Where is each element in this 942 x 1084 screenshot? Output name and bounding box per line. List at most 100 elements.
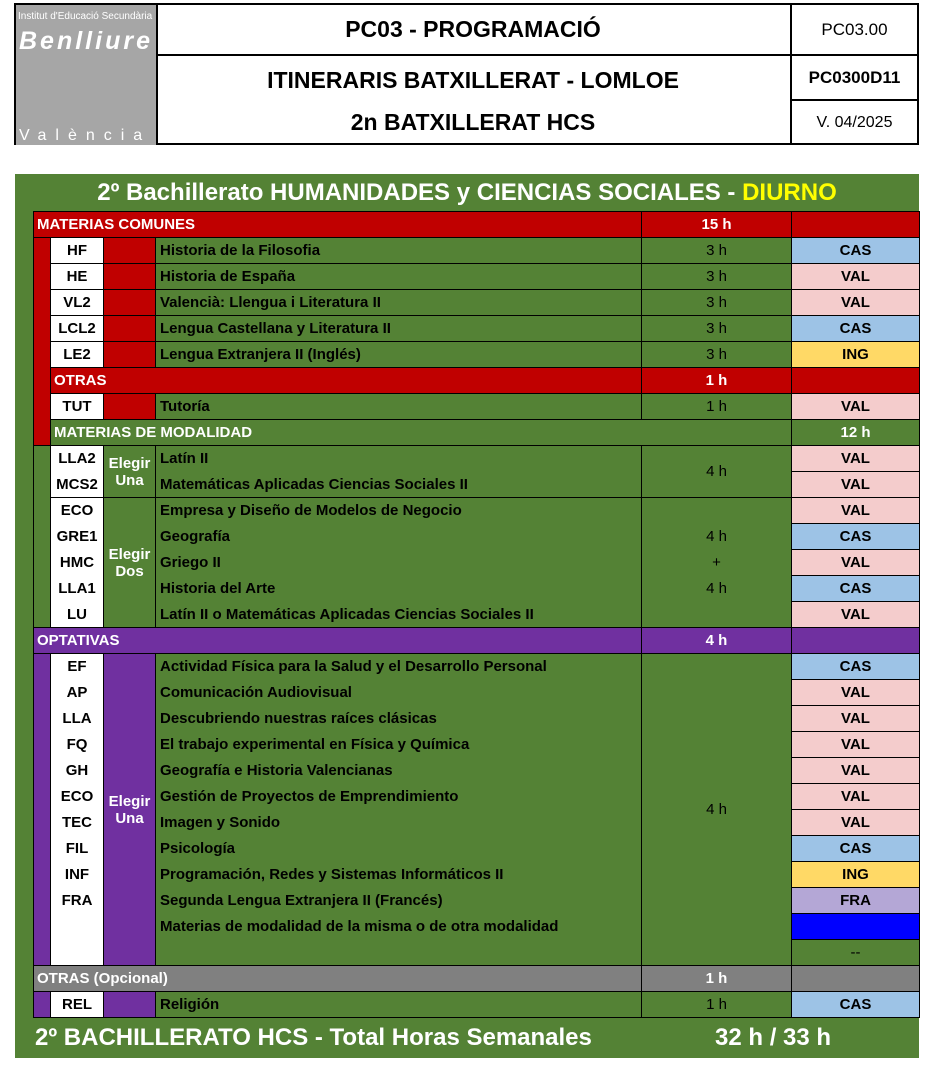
choice-cell [103, 991, 156, 1018]
subject-name: Historia del Arte [155, 575, 642, 602]
subject-hours: 3 h [641, 341, 792, 368]
subjects-table: MATERIAS COMUNES 15 h HF Historia de la Fil… [33, 211, 920, 1018]
choice-cell [103, 237, 156, 264]
section-hours: 1 h [641, 965, 792, 992]
document-header: Institut d'Educació Secundària Benlliure… [14, 3, 919, 145]
language-cell: CAS [791, 835, 920, 862]
subject-name: Geografía [155, 523, 642, 550]
itinerary-table: 2º Bachillerato HUMANIDADES y CIENCIAS S… [15, 174, 920, 1058]
section-lang [791, 367, 920, 394]
section-label: OPTATIVAS [33, 627, 642, 654]
subject-row: ECO Elegir Dos Empresa y Diseño de Modelos … [34, 497, 920, 628]
subject-row: FIL Psicología CAS [34, 835, 920, 862]
language-cell: CAS [791, 575, 920, 602]
language-cell: FRA [791, 887, 920, 914]
section-header-optativas: OPTATIVAS 4 h [33, 627, 920, 654]
subject-name: Matemáticas Aplicadas Ciencias Sociales … [155, 471, 642, 498]
subject-row: INF Programación, Redes y Sistemas Inform… [34, 861, 920, 888]
logo-line1: Institut d'Educació Secundària [18, 11, 153, 22]
subject-row: EF Elegir Una Actividad Física para la Salu… [33, 653, 920, 966]
section-hours: 15 h [641, 211, 792, 238]
language-cell: VAL [791, 705, 920, 732]
subject-code: LU [50, 601, 104, 628]
language-cell: VAL [791, 731, 920, 758]
cell-line: 4 h [706, 527, 727, 545]
total-row: 2º BACHILLERATO HCS - Total Horas Semana… [15, 1018, 919, 1058]
subject-row: LCL2 Lengua Castellana y Literatura II 3 h… [34, 315, 920, 342]
section-hours: 4 h [641, 627, 792, 654]
section-label: MATERIAS DE MODALIDAD [50, 419, 792, 446]
subject-code: GH [50, 757, 104, 784]
language-cell: CAS [791, 653, 920, 680]
subject-code: GRE1 [50, 523, 104, 550]
subject-name: Programación, Redes y Sistemas Informáti… [155, 861, 642, 888]
subject-row: MCS2 Matemáticas Aplicadas Ciencias Socia… [34, 471, 920, 498]
subject-name: Valencià: Llengua i Literatura II [155, 289, 642, 316]
subject-code [50, 913, 104, 966]
choice-label: Elegir Una [103, 653, 156, 966]
reference-code: PC03.00 [790, 5, 917, 56]
language-cell: CAS [791, 523, 920, 550]
cell-line: 4 h [706, 579, 727, 597]
version: V. 04/2025 [790, 101, 917, 145]
logo-line2: Benlliure [19, 27, 153, 55]
section-header-opcional: OTRAS (Opcional) 1 h [33, 965, 920, 992]
subject-row: Materias de modalidad de la misma o de o… [34, 913, 920, 966]
total-hours: 32 h / 33 h [715, 1024, 832, 1051]
cell-line: 4 h [706, 462, 727, 480]
section-lang [791, 211, 920, 238]
section-strip [33, 445, 51, 628]
group-hours: 4 h +4 h [641, 497, 792, 628]
cell-line: Una [115, 471, 144, 489]
language-cell: VAL [791, 783, 920, 810]
document-code: PC0300D11 [790, 56, 917, 101]
language-cell: -- [791, 939, 920, 966]
subject-code: HE [50, 263, 104, 290]
subject-hours: 3 h [641, 263, 792, 290]
cell-line: Elegir [108, 792, 151, 810]
subject-row: AP Comunicación Audiovisual VAL [34, 679, 920, 706]
language-cell: CAS [791, 315, 920, 342]
subject-row: HF Historia de la Filosofia 3 h CAS [33, 237, 920, 446]
choice-cell [103, 315, 156, 342]
subject-hours: 1 h [641, 393, 792, 420]
subject-name: Latín II o Matemáticas Aplicadas Ciencia… [155, 601, 642, 628]
subject-name: El trabajo experimental en Física y Quím… [155, 731, 642, 758]
section-header-otras: OTRAS 1 h [34, 367, 920, 394]
language-cell: VAL [791, 393, 920, 420]
section-strip [33, 991, 51, 1018]
title-line2: 2n BATXILLERAT HCS [350, 108, 596, 135]
subject-code: LE2 [50, 341, 104, 368]
subject-name: Historia de la Filosofia [155, 237, 642, 264]
subject-code: LLA2 [50, 445, 104, 472]
subject-name: Actividad Física para la Salud y el Desa… [155, 653, 642, 680]
subject-name: Empresa y Diseño de Modelos de Negocio [155, 497, 642, 524]
language-cell [791, 913, 920, 940]
subject-code: TEC [50, 809, 104, 836]
subject-row: LLA1 Historia del Arte CAS [34, 575, 920, 602]
choice-cell [103, 393, 156, 420]
language-cell: ING [791, 861, 920, 888]
subject-row: HE Historia de España 3 h VAL [34, 263, 920, 290]
section-strip [33, 237, 51, 446]
section-header-comunes: MATERIAS COMUNES 15 h [33, 211, 920, 238]
subject-row: GRE1 Geografía CAS [34, 523, 920, 550]
subject-row: HMC Griego II VAL [34, 549, 920, 576]
subject-code: HF [50, 237, 104, 264]
subject-name: Geografía e Historia Valencianas [155, 757, 642, 784]
subject-code: FQ [50, 731, 104, 758]
subject-name: Descubriendo nuestras raíces clásicas [155, 705, 642, 732]
subject-code: FIL [50, 835, 104, 862]
subject-name: Segunda Lengua Extranjera II (Francés) [155, 887, 642, 914]
subject-row: FRA Segunda Lengua Extranjera II (Francés… [34, 887, 920, 914]
subject-hours: 1 h [641, 991, 792, 1018]
subject-name: Imagen y Sonido [155, 809, 642, 836]
subject-hours: 3 h [641, 315, 792, 342]
logo-line3: València [19, 127, 152, 144]
section-label: OTRAS [50, 367, 642, 394]
subject-name: Latín II [155, 445, 642, 472]
subject-name: Lengua Extranjera II (Inglés) [155, 341, 642, 368]
section-lang [791, 965, 920, 992]
subject-code: TUT [50, 393, 104, 420]
